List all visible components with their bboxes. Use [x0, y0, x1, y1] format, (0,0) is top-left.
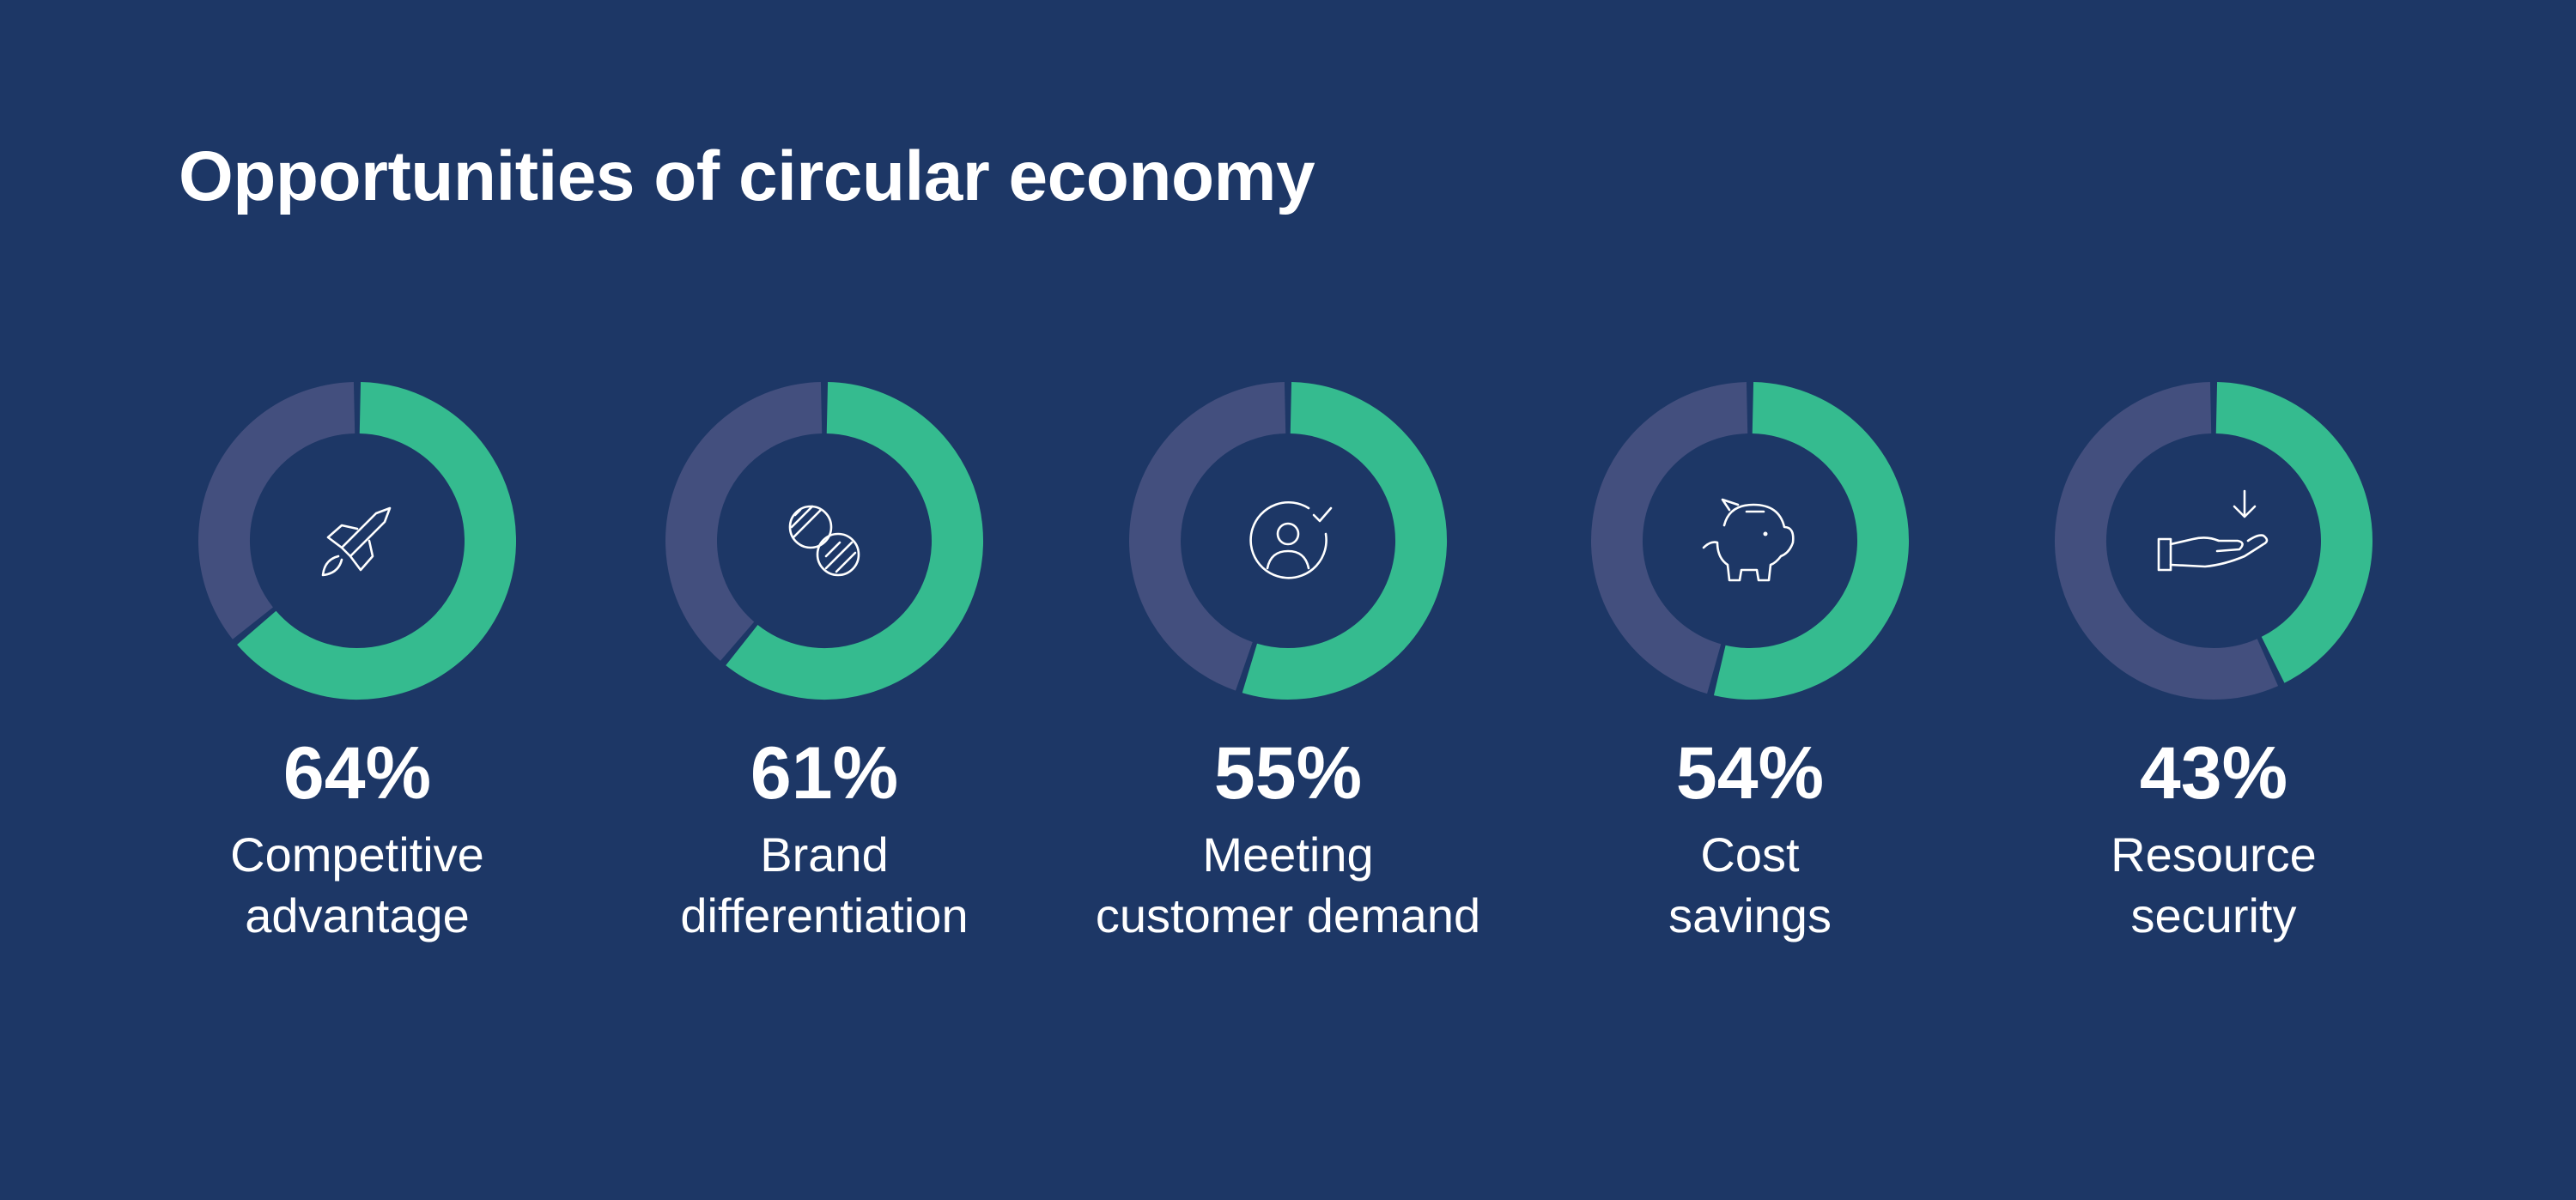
- percent-value: 61%: [750, 732, 899, 815]
- donut-meeting-customer-demand: [1129, 382, 1448, 700]
- hand-receive-icon: [2157, 489, 2269, 572]
- metric-brand-differentiation: 61% Brand differentiation: [610, 378, 1039, 979]
- donut-remainder-segment: [2055, 382, 2279, 700]
- category-label-line: Cost: [1700, 827, 1800, 882]
- category-label-line: savings: [1668, 888, 1832, 943]
- category-label-line: differentiation: [680, 888, 969, 943]
- customer-check-icon: [1249, 501, 1333, 579]
- metric-cost-savings: 54% Cost savings: [1535, 378, 1965, 979]
- donut-competitive-advantage: [198, 382, 516, 700]
- donut-remainder-segment: [1591, 382, 1748, 694]
- category-label-line: Competitive: [230, 827, 484, 882]
- category-label: Competitive advantage: [143, 824, 572, 946]
- donut-value-segment: [1242, 382, 1448, 700]
- metric-meeting-customer-demand: 55% Meeting customer demand: [1073, 378, 1503, 979]
- category-label-line: Meeting: [1202, 827, 1374, 882]
- rocket-icon: [321, 506, 392, 577]
- category-label: Brand differentiation: [610, 824, 1039, 946]
- category-label-line: customer demand: [1095, 888, 1481, 943]
- donut-remainder-segment: [665, 382, 823, 661]
- category-label: Cost savings: [1535, 824, 1965, 946]
- metric-competitive-advantage: 64% Competitive advantage: [143, 378, 572, 979]
- percent-value: 43%: [2139, 732, 2288, 815]
- page-title: Opportunities of circular economy: [179, 137, 1315, 215]
- category-label-line: Resource: [2111, 827, 2317, 882]
- category-label-line: advantage: [245, 888, 470, 943]
- percent-value: 55%: [1213, 732, 1363, 815]
- donut-remainder-segment: [198, 382, 355, 639]
- metric-resource-security: 43% Resource security: [1999, 378, 2428, 979]
- donut-row: 64% Competitive advantage 61% Brand diff: [0, 378, 2576, 979]
- donut-value-segment: [726, 382, 983, 700]
- category-label: Resource security: [1999, 824, 2428, 946]
- piggy-bank-icon: [1702, 498, 1795, 582]
- donut-value-segment: [1713, 382, 1909, 700]
- category-label-line: Brand: [760, 827, 889, 882]
- overlapping-circles-icon: [788, 505, 860, 577]
- percent-value: 64%: [283, 732, 432, 815]
- donut-value-segment: [237, 382, 516, 700]
- donut-value-segment: [2215, 382, 2372, 683]
- category-label-line: security: [2130, 888, 2297, 943]
- donut-cost-savings: [1591, 382, 1909, 700]
- category-label: Meeting customer demand: [1073, 824, 1503, 946]
- percent-value: 54%: [1675, 732, 1825, 815]
- donut-brand-differentiation: [665, 382, 983, 700]
- donut-resource-security: [2055, 382, 2372, 700]
- donut-remainder-segment: [1129, 382, 1286, 691]
